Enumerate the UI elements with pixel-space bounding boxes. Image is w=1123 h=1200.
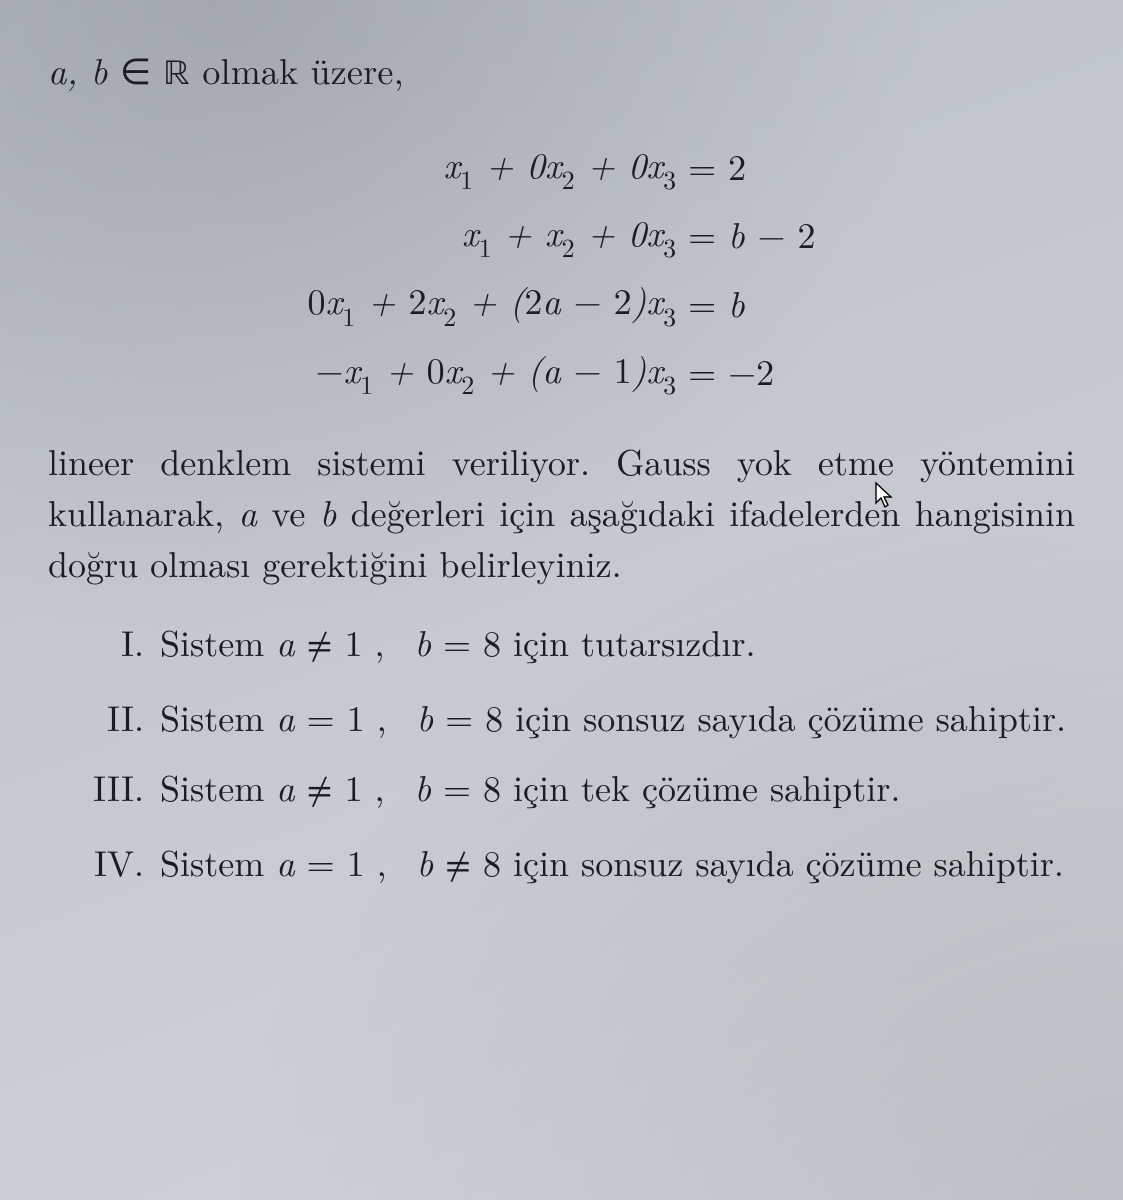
option-numeral: I. xyxy=(76,616,144,673)
equals-sign: = xyxy=(682,337,722,405)
intro-vars: a, b xyxy=(48,44,108,95)
equation-rhs: −2 xyxy=(722,337,821,405)
equals-sign: = xyxy=(682,268,722,336)
option-numeral: II. xyxy=(76,691,144,742)
options-list: I. Sistem a ≠ 1 , b = 8 için tutarsızdır… xyxy=(76,616,1075,892)
equation-rhs: b − 2 xyxy=(722,200,821,268)
equation-table: x1 + 0x2 + 0x3 = 2 x1 + x2 + 0x3 = b − 2… xyxy=(301,132,821,405)
option-text: Sistem a ≠ 1 , b = 8 için tutarsızdır. xyxy=(160,616,1075,673)
option-text: Sistem a ≠ 1 , b = 8 için tek çözüme sah… xyxy=(160,761,1075,818)
equals-sign: = xyxy=(682,132,722,200)
equation-row: x1 + x2 + 0x3 = b − 2 xyxy=(301,200,821,268)
equation-rhs: 2 xyxy=(722,132,821,200)
equation-row: −x1 + 0x2 + (a − 1)x3 = −2 xyxy=(301,337,821,405)
option-item: IV. Sistem a = 1 , b ≠ 8 için sonsuz say… xyxy=(76,836,1075,893)
option-item: II. Sistem a = 1 , b = 8 için sonsuz say… xyxy=(76,691,1075,742)
equation-row: x1 + 0x2 + 0x3 = 2 xyxy=(301,132,821,200)
equation-system: x1 + 0x2 + 0x3 = 2 x1 + x2 + 0x3 = b − 2… xyxy=(48,132,1075,405)
option-text: Sistem a = 1 , b ≠ 8 için sonsuz sayıda … xyxy=(160,836,1075,893)
intro-set: ℝ xyxy=(164,57,190,93)
option-numeral: III. xyxy=(76,761,144,818)
equation-lhs: x1 + x2 + 0x3 xyxy=(301,200,682,268)
equation-lhs: 0x1 + 2x2 + (2a − 2)x3 xyxy=(301,268,682,336)
option-item: III. Sistem a ≠ 1 , b = 8 için tek çözüm… xyxy=(76,761,1075,818)
question-body: lineer denklem sistemi veriliyor. Gauss … xyxy=(48,435,1075,588)
equation-lhs: x1 + 0x2 + 0x3 xyxy=(301,132,682,200)
option-numeral: IV. xyxy=(76,836,144,893)
option-text: Sistem a = 1 , b = 8 için sonsuz sayıda … xyxy=(160,691,1075,742)
option-item: I. Sistem a ≠ 1 , b = 8 için tutarsızdır… xyxy=(76,616,1075,673)
intro-suffix: olmak üzere, xyxy=(190,44,404,95)
equation-row: 0x1 + 2x2 + (2a − 2)x3 = b xyxy=(301,268,821,336)
question-page: a, b ∈ ℝ olmak üzere, x1 + 0x2 + 0x3 = 2… xyxy=(0,0,1123,1200)
equation-lhs: −x1 + 0x2 + (a − 1)x3 xyxy=(301,337,682,405)
intro-in: ∈ xyxy=(120,44,152,95)
intro-line: a, b ∈ ℝ olmak üzere, xyxy=(48,46,1075,100)
equals-sign: = xyxy=(682,200,722,268)
equation-rhs: b xyxy=(722,268,821,336)
